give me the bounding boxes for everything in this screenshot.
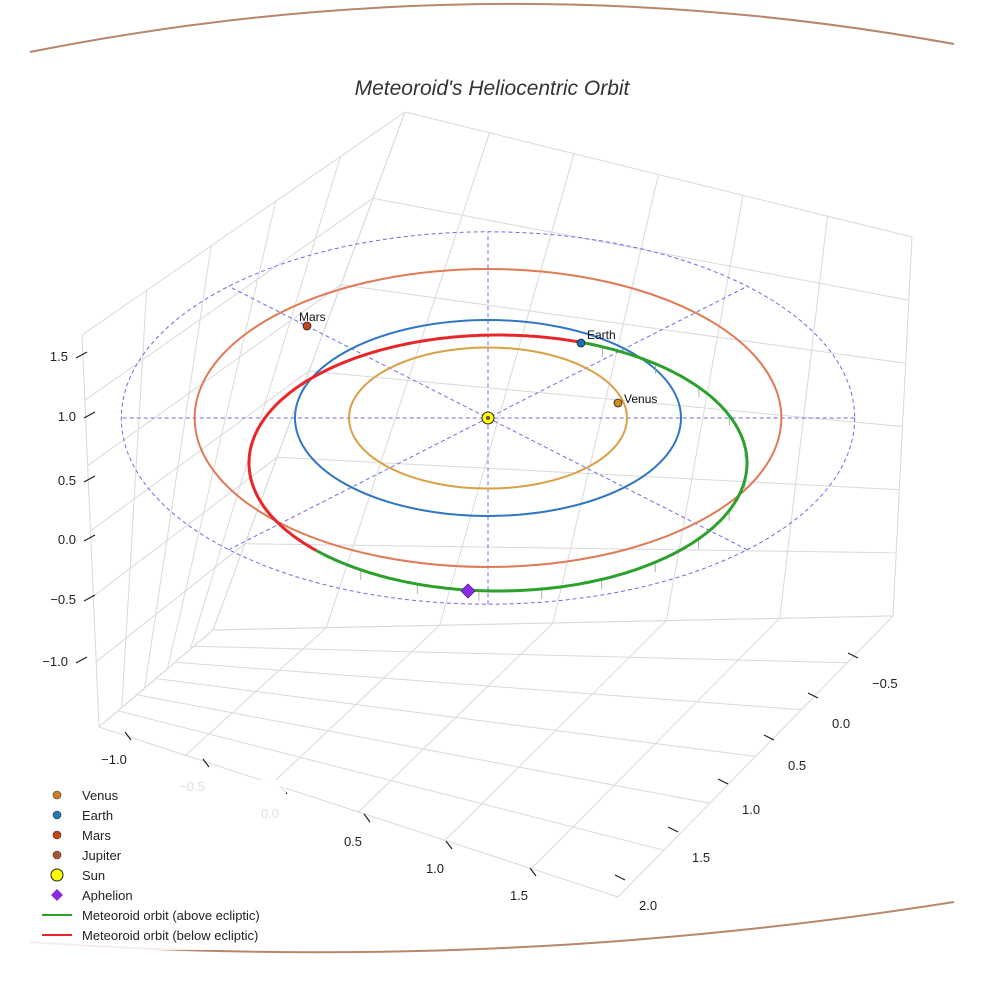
grid-line: [92, 456, 278, 597]
y-tick: [847, 652, 859, 659]
grid-line: [193, 645, 848, 664]
y-tick-label: 1.0: [742, 802, 760, 817]
grid-line: [308, 370, 903, 427]
earth-label: Earth: [587, 328, 616, 342]
meteoroid-orbit-layer: [247, 333, 749, 601]
earth-marker: [576, 338, 586, 348]
legend-symbol: [52, 810, 62, 820]
meteoroid-orbit-below: [247, 333, 582, 552]
z-tick: [75, 351, 88, 359]
chart-title: Meteoroid's Heliocentric Orbit: [355, 77, 631, 100]
legend-label: Venus: [82, 788, 119, 803]
y-tick: [807, 692, 819, 699]
legend-label: Meteoroid orbit (above ecliptic): [82, 908, 260, 923]
mars-label: Mars: [299, 310, 326, 324]
grid-line: [212, 615, 894, 631]
legend-label: Jupiter: [82, 848, 122, 863]
legend-box: [28, 780, 286, 950]
x-tick: [445, 840, 453, 850]
z-tick: [75, 656, 88, 664]
y-tick-label: 1.5: [692, 850, 710, 865]
z-tick-label: 0.0: [58, 532, 76, 547]
x-tick-label: 1.5: [510, 888, 528, 903]
grid-line: [87, 284, 342, 467]
grid-line: [617, 615, 894, 898]
z-tick: [83, 534, 96, 542]
y-tick: [667, 826, 679, 833]
grid-line: [90, 370, 310, 532]
y-tick-label: 2.0: [639, 898, 657, 913]
legend-label: Earth: [82, 808, 113, 823]
jupiter-orbit-top: [29, 2, 955, 53]
legend: Venus Earth Mars Jupiter Sun Aphelion Meteoroi…: [28, 780, 286, 950]
meteoroid-orbit-above: [315, 340, 749, 593]
z-tick-label: −0.5: [50, 592, 76, 607]
planet-orbits-layer: [193, 268, 783, 568]
z-tick: [83, 475, 96, 483]
legend-dot: [52, 810, 62, 820]
z-tick-label: −1.0: [42, 654, 68, 669]
legend-sun: [50, 868, 64, 882]
axis-ticks-layer: −1.0 −0.5 0.0 0.5 1.0 1.5 −1.0 −0.5 0.0 0.5 1.0 1.5…: [42, 349, 897, 913]
grid-line: [404, 111, 913, 238]
grid-line: [340, 284, 906, 364]
legend-label: Sun: [82, 868, 105, 883]
grid-line: [81, 111, 406, 336]
legend-symbol: [50, 868, 64, 882]
floor-pane: [99, 616, 893, 897]
x-tick: [363, 813, 371, 823]
grid-line: [84, 197, 374, 401]
z-tick-label: 1.0: [58, 409, 76, 424]
x-tick: [124, 731, 132, 741]
x-tick: [202, 758, 210, 768]
venus-label: Venus: [624, 392, 657, 406]
y-tick-label: 0.0: [832, 716, 850, 731]
legend-label: Meteoroid orbit (below ecliptic): [82, 928, 258, 943]
legend-symbol: [51, 889, 63, 901]
x-tick: [529, 867, 537, 877]
y-tick: [614, 874, 626, 881]
venus-orbit: [348, 346, 628, 490]
x-tick-label: −1.0: [101, 752, 127, 767]
x-tick-label: 0.5: [344, 834, 362, 849]
markers-layer: Venus Earth Mars: [299, 310, 657, 599]
x-tick-label: 1.0: [426, 861, 444, 876]
grid-line: [95, 543, 246, 663]
legend-symbol: [52, 830, 62, 840]
legend-label: Aphelion: [82, 888, 133, 903]
z-tick: [83, 594, 96, 602]
y-tick: [763, 734, 775, 741]
z-tick: [83, 411, 96, 419]
legend-symbol: [52, 790, 62, 800]
mars-marker: [302, 321, 312, 331]
mars-orbit: [193, 268, 783, 568]
venus-marker: [613, 398, 623, 408]
y-tick-label: −0.5: [872, 676, 898, 691]
legend-dot: [52, 830, 62, 840]
axis-panes: [81, 111, 913, 898]
legend-symbol: [52, 850, 62, 860]
y-tick-label: 0.5: [788, 758, 806, 773]
legend-dot: [52, 790, 62, 800]
grid-line: [244, 543, 897, 554]
sun-core: [486, 416, 490, 420]
z-tick-label: 0.5: [58, 473, 76, 488]
y-tick: [717, 778, 729, 785]
legend-diamond: [51, 889, 63, 901]
legend-dot: [52, 850, 62, 860]
legend-label: Mars: [82, 828, 111, 843]
z-tick-label: 1.5: [50, 349, 68, 364]
aphelion-marker: [460, 583, 476, 599]
earth-orbit: [294, 319, 682, 517]
